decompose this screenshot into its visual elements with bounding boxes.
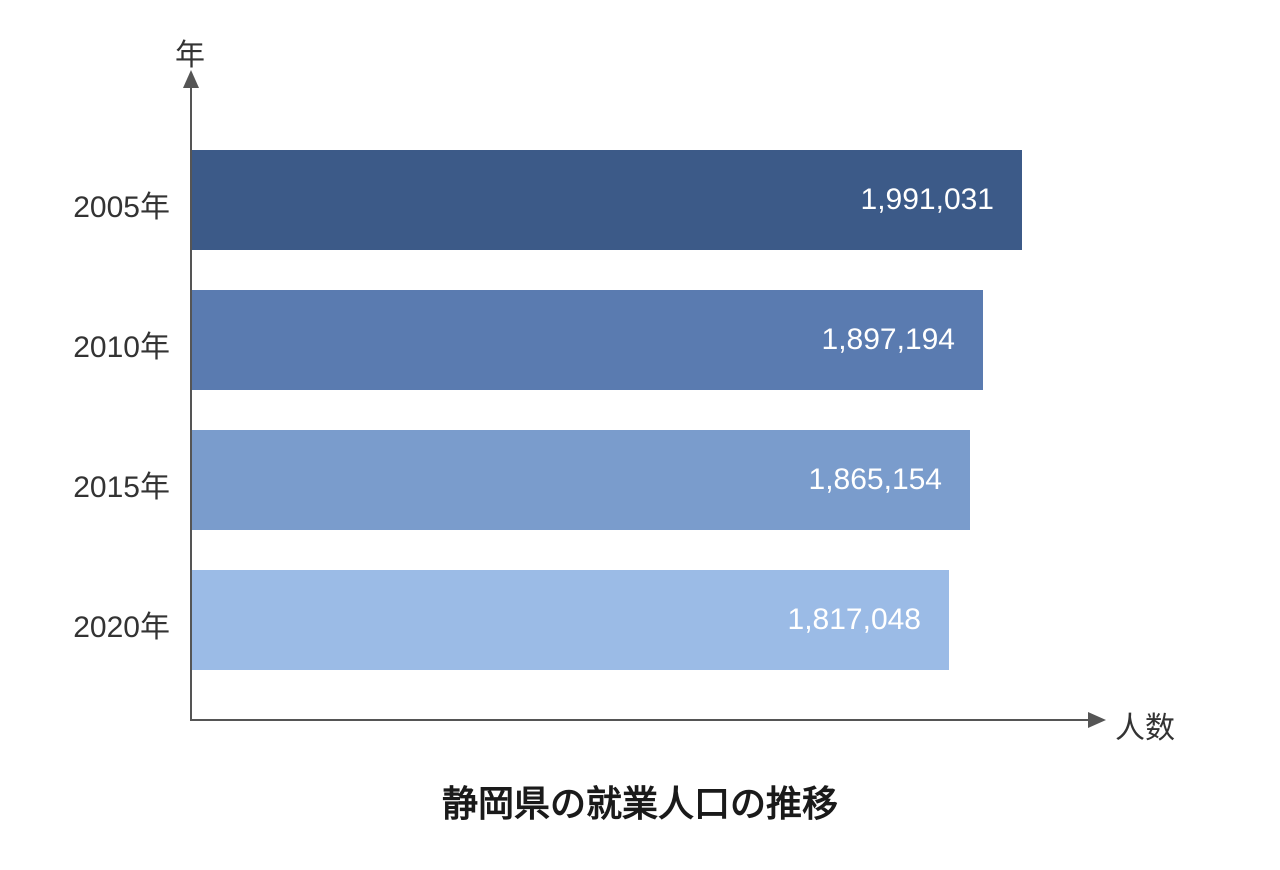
bar-3: 1,817,048 — [192, 570, 949, 670]
y-axis-title: 年 — [175, 30, 205, 74]
bar-0: 1,991,031 — [192, 150, 1022, 250]
x-axis-title: 人数 — [1115, 703, 1175, 747]
bar-value-2: 1,865,154 — [809, 463, 942, 497]
chart-title: 静岡県の就業人口の推移 — [0, 775, 1280, 827]
bar-1: 1,897,194 — [192, 290, 983, 390]
category-label-1: 2010年 — [20, 322, 170, 366]
bar-value-3: 1,817,048 — [788, 603, 921, 637]
bar-value-0: 1,991,031 — [861, 183, 994, 217]
y-axis-arrow-icon — [183, 70, 199, 88]
bar-value-1: 1,897,194 — [822, 323, 955, 357]
bar-2: 1,865,154 — [192, 430, 970, 530]
category-label-2: 2015年 — [20, 462, 170, 506]
category-label-3: 2020年 — [20, 602, 170, 646]
x-axis-arrow-icon — [1088, 712, 1106, 728]
x-axis-line — [190, 719, 1090, 721]
category-label-0: 2005年 — [20, 182, 170, 226]
chart-container: 年 人数 2005年 2010年 2015年 2020年 1,991,031 1… — [0, 0, 1280, 870]
